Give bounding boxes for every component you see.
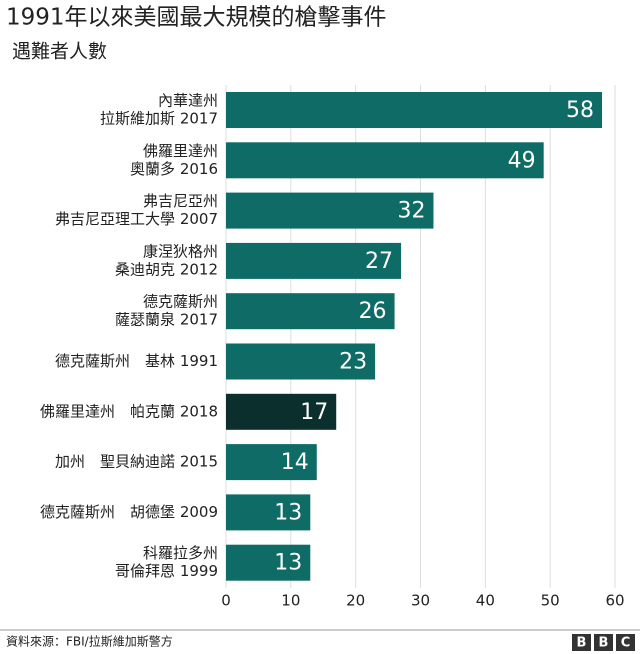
y-tick-label: 弗吉尼亞理工大學 2007 <box>55 210 218 228</box>
source: 資料來源：FBI/拉斯維加斯警方 <box>6 634 173 649</box>
y-tick-label: 加州 聖貝納迪諾 2015 <box>55 453 218 471</box>
logo-letter: B <box>599 636 609 651</box>
y-tick-label: 奧蘭多 2016 <box>130 160 218 178</box>
chart-title: 1991年以來美國最大規模的槍擊事件 <box>6 5 387 31</box>
bar <box>226 92 603 128</box>
logo-box <box>594 634 613 651</box>
y-tick-label: 佛羅里達州 帕克蘭 2018 <box>40 402 218 420</box>
x-tick-label: 20 <box>346 592 365 610</box>
logo-letter: B <box>577 636 587 651</box>
value-label: 26 <box>359 299 387 324</box>
bar <box>226 142 544 179</box>
bar <box>226 343 376 380</box>
bar <box>226 293 395 330</box>
logo-letter: C <box>621 636 631 651</box>
bar <box>226 393 337 430</box>
y-tick-label: 佛羅里達州 <box>143 142 218 160</box>
x-tick-label: 40 <box>476 592 495 610</box>
logo-box <box>616 634 635 651</box>
value-label: 17 <box>300 400 328 425</box>
bar <box>226 544 311 581</box>
chart-subtitle: 遇難者人數 <box>12 41 107 63</box>
y-tick-label: 拉斯維加斯 2017 <box>100 110 218 128</box>
x-tick-label: 50 <box>541 592 560 610</box>
y-tick-label: 內華達州 <box>158 92 218 110</box>
value-label: 58 <box>566 98 594 123</box>
x-tick-label: 0 <box>221 592 231 610</box>
x-tick-label: 30 <box>411 592 430 610</box>
y-tick-label: 科羅拉多州 <box>143 544 218 562</box>
y-tick-label: 德克薩斯州 基林 1991 <box>55 352 218 370</box>
value-label: 32 <box>397 199 425 224</box>
value-label: 14 <box>281 450 309 475</box>
y-tick-label: 哥倫拜恩 1999 <box>115 562 218 580</box>
y-tick-label: 德克薩斯州 胡德堡 2009 <box>40 503 218 521</box>
y-tick-label: 桑迪胡克 2012 <box>115 260 218 278</box>
value-label: 27 <box>365 249 393 274</box>
x-tick-label: 10 <box>281 592 300 610</box>
bar <box>226 444 317 481</box>
value-label: 49 <box>508 148 536 173</box>
y-tick-label: 弗吉尼亞州 <box>143 192 218 210</box>
value-label: 23 <box>339 350 367 375</box>
value-label: 13 <box>274 500 302 525</box>
y-tick-label: 康涅狄格州 <box>143 242 218 260</box>
value-label: 13 <box>274 551 302 576</box>
bar <box>226 494 311 531</box>
y-tick-label: 德克薩斯州 <box>143 293 218 311</box>
bar <box>226 192 434 229</box>
bar <box>226 242 402 279</box>
y-tick-label: 薩瑟蘭泉 2017 <box>115 311 218 329</box>
x-tick-label: 60 <box>605 592 624 610</box>
logo-box <box>572 634 591 651</box>
